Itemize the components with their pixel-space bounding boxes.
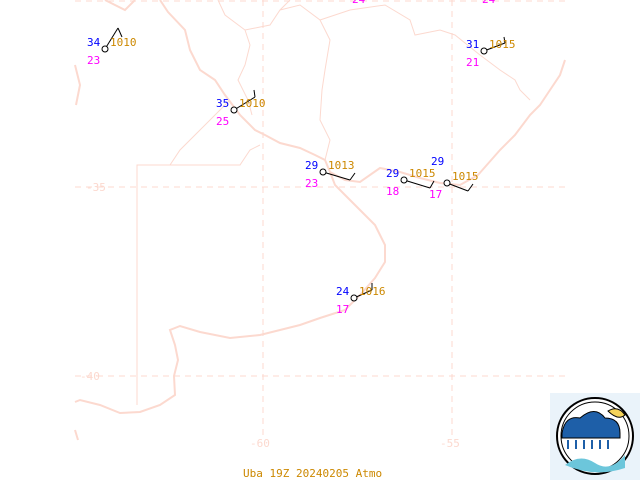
dewpoint-label: 18 (386, 185, 399, 198)
pressure-label: 1015 (489, 38, 516, 51)
pressure-label: 1015 (409, 167, 436, 180)
station-circle-icon (443, 179, 451, 187)
temperature-label: 31 (466, 38, 479, 51)
pressure-label: 1010 (110, 36, 137, 49)
station-plot: 24 1016 17 (336, 283, 386, 316)
lon-label-60: -60 (250, 437, 270, 450)
coastlines (74, 0, 566, 441)
dewpoint-label: 23 (305, 177, 318, 190)
dewpoint-label: 17 (336, 303, 349, 316)
temperature-label: 34 (87, 36, 101, 49)
station-circle-icon (480, 47, 488, 55)
wind-barb (403, 179, 431, 189)
map-footer-title: Uba 19Z 20240205 Atmo (243, 467, 382, 480)
station-circle-icon (101, 45, 109, 53)
station-circle-icon (319, 168, 327, 176)
station-plot: 29 1015 17 (429, 155, 479, 201)
dewpoint-label: 21 (466, 56, 479, 69)
lat-label-35: -35 (86, 181, 106, 194)
dewpoint-label: 17 (429, 188, 442, 201)
wind-barb (233, 96, 256, 111)
temperature-label: 29 (431, 155, 444, 168)
pressure-label: 1010 (239, 97, 266, 110)
wind-barb-flag (349, 172, 356, 181)
wind-barb-flag (503, 36, 506, 44)
wind-barb-flag (467, 183, 474, 192)
pressure-label: 1015 (452, 170, 479, 183)
pressure-label: 1013 (328, 159, 355, 172)
station-circle-icon (400, 176, 408, 184)
station-plot: 29 1015 18 (386, 167, 436, 198)
wind-barb (104, 27, 119, 50)
wind-barb-flag (429, 180, 435, 189)
dewpoint-label: 25 (216, 115, 229, 128)
cut-off-dewpoint: 24 (482, 0, 496, 6)
station-plot: 31 1015 21 (466, 36, 516, 69)
station-circle-icon (230, 106, 238, 114)
cut-off-dewpoint: 24 (352, 0, 366, 6)
weather-cloud-rain-sun-logo (550, 393, 640, 480)
pressure-label: 1016 (359, 285, 386, 298)
temperature-label: 29 (386, 167, 399, 180)
station-plot: 35 1010 25 (216, 89, 266, 128)
wind-barb-flag (117, 27, 123, 38)
temperature-label: 35 (216, 97, 229, 110)
station-plot: 34 1010 23 (87, 27, 137, 67)
lon-label-55: -55 (440, 437, 460, 450)
wind-barb-flag (253, 89, 256, 98)
temperature-label: 24 (336, 285, 350, 298)
wind-barb (322, 171, 351, 181)
lat-label-40: -40 (80, 370, 100, 383)
lat-lon-grid: -35 -40 -60 -55 (75, 0, 565, 450)
wind-barb (483, 42, 506, 52)
station-plot: 29 1013 23 (305, 159, 356, 190)
dewpoint-label: 23 (87, 54, 100, 67)
temperature-label: 29 (305, 159, 318, 172)
logo-icon (556, 397, 634, 475)
station-circle-icon (350, 294, 358, 302)
wind-barb (446, 182, 469, 192)
borders (136, 0, 531, 405)
